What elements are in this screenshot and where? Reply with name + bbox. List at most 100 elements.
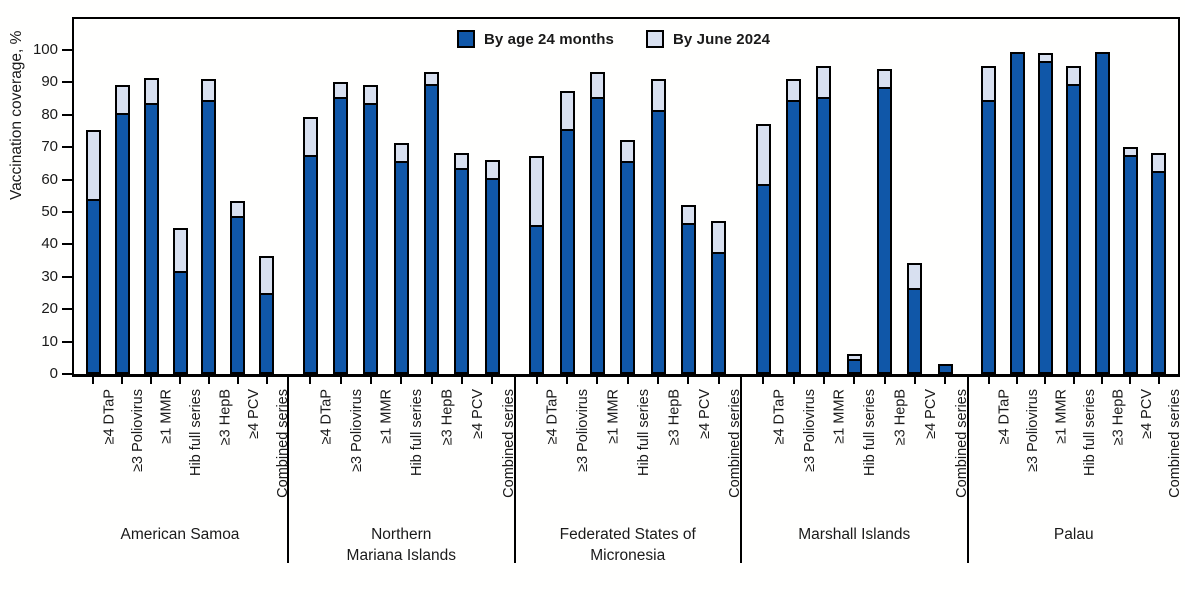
bar-segment-by-age-24-months (335, 96, 347, 372)
group-label-federated-states-of-micronesia: Federated States of Micronesia (515, 524, 742, 566)
bar-segment-by-june-2024 (983, 68, 995, 100)
bar-marshall-islands-7 (937, 364, 953, 374)
bar-federated-states-of-micronesia-2 (559, 91, 575, 374)
bar-segment-by-june-2024 (591, 74, 603, 97)
bar-segment-by-age-24-months (261, 293, 273, 372)
bar-segment-by-june-2024 (879, 71, 891, 87)
group-label-american-samoa: American Samoa (72, 524, 288, 545)
bar-segment-by-june-2024 (365, 87, 377, 103)
bar-segment-by-june-2024 (232, 203, 244, 216)
bar-palau-6 (1122, 147, 1138, 374)
bar-segment-by-june-2024 (1068, 68, 1080, 84)
bar-northern-mariana-islands-2 (333, 82, 349, 374)
group-label-line: Palau (1053, 526, 1094, 543)
x-axis-tick (339, 377, 342, 384)
group-label-line: Federated States of (559, 526, 696, 543)
y-axis-tick (62, 49, 72, 51)
legend-swatch-by-age-24-months (457, 30, 475, 48)
x-axis-category-label: Hib full series (862, 389, 879, 477)
bar-marshall-islands-3 (816, 66, 832, 374)
bar-marshall-islands-5 (877, 69, 893, 374)
bar-segment-by-age-24-months (909, 287, 921, 372)
bar-segment-by-age-24-months (682, 222, 694, 372)
bar-segment-by-age-24-months (365, 102, 377, 372)
x-axis-tick (987, 377, 990, 384)
bar-segment-by-age-24-months (116, 112, 128, 372)
bar-northern-mariana-islands-4 (393, 143, 409, 374)
group-label-line: American Samoa (120, 526, 240, 543)
x-axis-tick (687, 377, 690, 384)
bar-segment-by-age-24-months (879, 86, 891, 372)
x-axis-category-label: ≥1 MMR (1053, 389, 1070, 444)
x-axis-tick (1072, 377, 1075, 384)
bar-segment-by-age-24-months (1153, 170, 1165, 372)
y-axis-tick-label: 10 (41, 332, 58, 350)
x-axis-tick (717, 377, 720, 384)
bar-northern-mariana-islands-6 (454, 153, 470, 374)
x-axis-category-label: ≥4 PCV (696, 389, 713, 439)
x-axis-category-label: ≥4 PCV (245, 389, 262, 439)
bar-segment-by-age-24-months (87, 199, 99, 372)
x-axis-category-label: Combined series (1166, 389, 1183, 498)
bar-segment-by-age-24-months (622, 160, 634, 372)
y-axis-tick (62, 308, 72, 311)
x-axis-tick (853, 377, 856, 384)
y-axis-tick (62, 373, 72, 375)
x-axis-tick (822, 377, 825, 384)
bar-segment-by-june-2024 (713, 223, 725, 252)
bar-segment-by-june-2024 (622, 142, 634, 161)
bar-segment-by-age-24-months (304, 154, 316, 372)
bar-northern-mariana-islands-3 (363, 85, 379, 374)
y-axis-tick-label: 80 (41, 105, 58, 123)
bar-segment-by-age-24-months (1124, 154, 1136, 372)
bar-segment-by-june-2024 (848, 356, 860, 359)
bar-segment-by-age-24-months (531, 225, 543, 372)
bar-american-samoa-5 (201, 79, 217, 374)
x-axis-category-label: ≥3 Poliovirus (801, 389, 818, 472)
y-axis-tick (62, 340, 72, 343)
bar-segment-by-june-2024 (1153, 155, 1165, 171)
bar-segment-by-age-24-months (426, 83, 438, 372)
bar-northern-mariana-islands-5 (424, 72, 440, 374)
group-label-marshall-islands: Marshall Islands (741, 524, 968, 545)
x-axis-category-label: ≥4 DTaP (101, 389, 118, 445)
x-axis-tick (369, 377, 372, 384)
x-axis-tick (566, 377, 569, 384)
y-axis-tick-label: 0 (49, 365, 58, 382)
x-axis-category-label: Hib full series (188, 389, 204, 477)
y-axis-tick (62, 211, 72, 213)
legend-item-by-age-24-months: By age 24 months (457, 30, 614, 48)
x-axis-category-label: ≥3 HepB (666, 389, 683, 446)
bar-segment-by-age-24-months (145, 102, 157, 372)
y-axis-tick-label: 60 (41, 170, 58, 188)
bar-segment-by-june-2024 (426, 74, 438, 84)
x-axis-category-label: ≥1 MMR (378, 389, 395, 444)
y-axis-tick-label: 50 (41, 203, 58, 220)
x-axis-tick (1157, 377, 1160, 384)
bar-segment-by-age-24-months (713, 251, 725, 372)
x-axis-category-label: ≥3 Poliovirus (348, 389, 365, 472)
bar-federated-states-of-micronesia-1 (529, 156, 545, 374)
bar-segment-by-age-24-months (788, 99, 800, 372)
x-axis-category-label: ≥1 MMR (831, 389, 848, 444)
x-axis-category-label: ≥4 PCV (1138, 389, 1155, 439)
bar-american-samoa-6 (230, 201, 246, 374)
bar-segment-by-june-2024 (1039, 55, 1051, 61)
group-label-northern-mariana-islands: Northern Mariana Islands (288, 524, 515, 566)
x-axis-category-label: ≥1 MMR (605, 389, 622, 444)
bar-federated-states-of-micronesia-4 (620, 140, 636, 374)
bar-palau-2 (1009, 52, 1025, 374)
bar-segment-by-june-2024 (757, 126, 769, 184)
x-axis-category-label: ≥4 DTaP (771, 389, 788, 445)
bar-northern-mariana-islands-7 (484, 160, 500, 374)
bar-segment-by-june-2024 (335, 84, 347, 97)
y-axis-tick-label: 30 (41, 267, 58, 285)
group-label-palau: Palau (968, 524, 1181, 545)
x-axis-tick (207, 377, 210, 384)
group-divider (966, 377, 969, 563)
bar-segment-by-age-24-months (1011, 54, 1023, 372)
bar-segment-by-age-24-months (203, 99, 215, 372)
bar-segment-by-june-2024 (652, 81, 664, 110)
group-divider (740, 377, 742, 563)
x-axis-category-label: ≥4 DTaP (544, 389, 561, 445)
